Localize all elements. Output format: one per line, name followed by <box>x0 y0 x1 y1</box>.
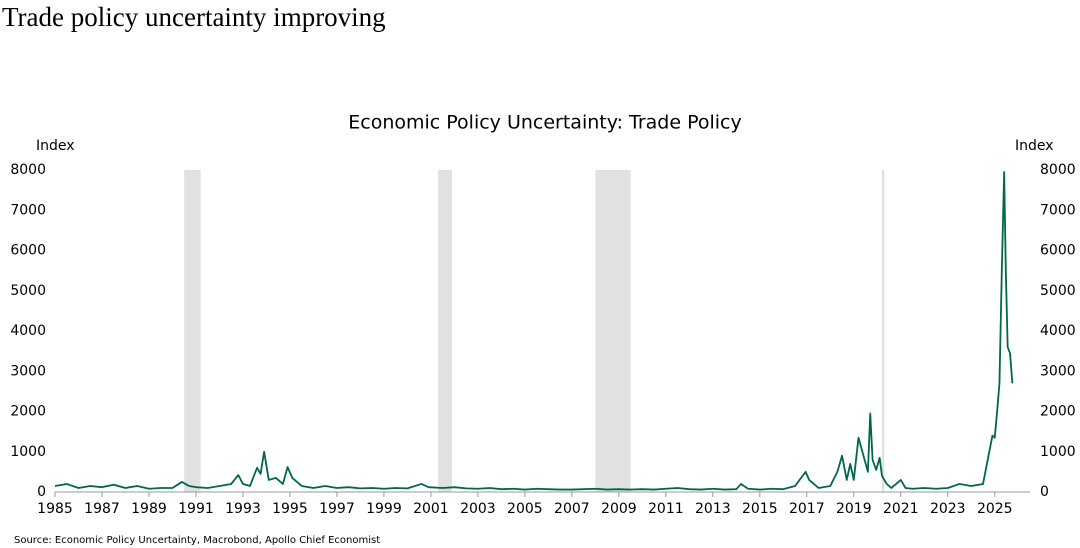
y-tick-label: 0 <box>37 484 46 500</box>
x-tick-label: 1991 <box>178 501 214 517</box>
x-tick-label: 2003 <box>460 501 496 517</box>
y-tick-label: 3000 <box>10 363 46 379</box>
x-tick-label: 1985 <box>37 501 73 517</box>
x-tick-label: 1995 <box>272 501 308 517</box>
x-tick-label: 1993 <box>225 501 261 517</box>
page-title: Trade policy uncertainty improving <box>2 2 386 32</box>
x-tick-label: 2025 <box>977 501 1013 517</box>
x-tick-label: 2013 <box>695 501 731 517</box>
y2-tick-label: 1000 <box>1040 444 1076 460</box>
recession-shade <box>184 170 201 492</box>
y-tick-label: 7000 <box>10 202 46 218</box>
recession-shade <box>437 170 453 492</box>
x-tick-label: 1989 <box>131 501 167 517</box>
y-axis-label: Index <box>36 138 75 154</box>
recession-shade <box>595 170 631 492</box>
source: Source: Economic Policy Uncertainty, Mac… <box>14 535 380 546</box>
x-tick-label: 2023 <box>930 501 966 517</box>
x-tick-label: 2011 <box>648 501 684 517</box>
y-tick-label: 6000 <box>10 243 46 259</box>
series-line <box>54 171 1014 491</box>
x-tick-label: 2009 <box>601 501 637 517</box>
recession-shade <box>881 170 885 492</box>
x-tick-label: 2019 <box>836 501 872 517</box>
y-tick-label: 2000 <box>10 404 46 420</box>
y-tick-label: 4000 <box>10 323 46 339</box>
y-tick-label: 1000 <box>10 444 46 460</box>
y2-tick-label: 3000 <box>1040 363 1076 379</box>
y2-tick-label: 4000 <box>1040 323 1076 339</box>
x-tick-label: 2001 <box>413 501 449 517</box>
x-tick-label: 2007 <box>554 501 590 517</box>
y2-tick-label: 5000 <box>1040 283 1076 299</box>
x-tick-label: 2021 <box>883 501 919 517</box>
x-tick-label: 1999 <box>366 501 402 517</box>
y-tick-label: 5000 <box>10 283 46 299</box>
y2-tick-label: 8000 <box>1040 162 1076 178</box>
x-tick-label: 2017 <box>789 501 825 517</box>
x-tick-label: 1987 <box>84 501 120 517</box>
y2-axis-label: Index <box>1015 138 1054 154</box>
x-tick-label: 2015 <box>742 501 778 517</box>
y-tick-label: 8000 <box>10 162 46 178</box>
y2-tick-label: 0 <box>1040 484 1049 500</box>
x-tick-label: 2005 <box>507 501 543 517</box>
y2-tick-label: 7000 <box>1040 202 1076 218</box>
y2-tick-label: 2000 <box>1040 404 1076 420</box>
x-tick-label: 1997 <box>319 501 355 517</box>
y2-tick-label: 6000 <box>1040 243 1076 259</box>
chart-title: Economic Policy Uncertainty: Trade Polic… <box>348 112 741 134</box>
